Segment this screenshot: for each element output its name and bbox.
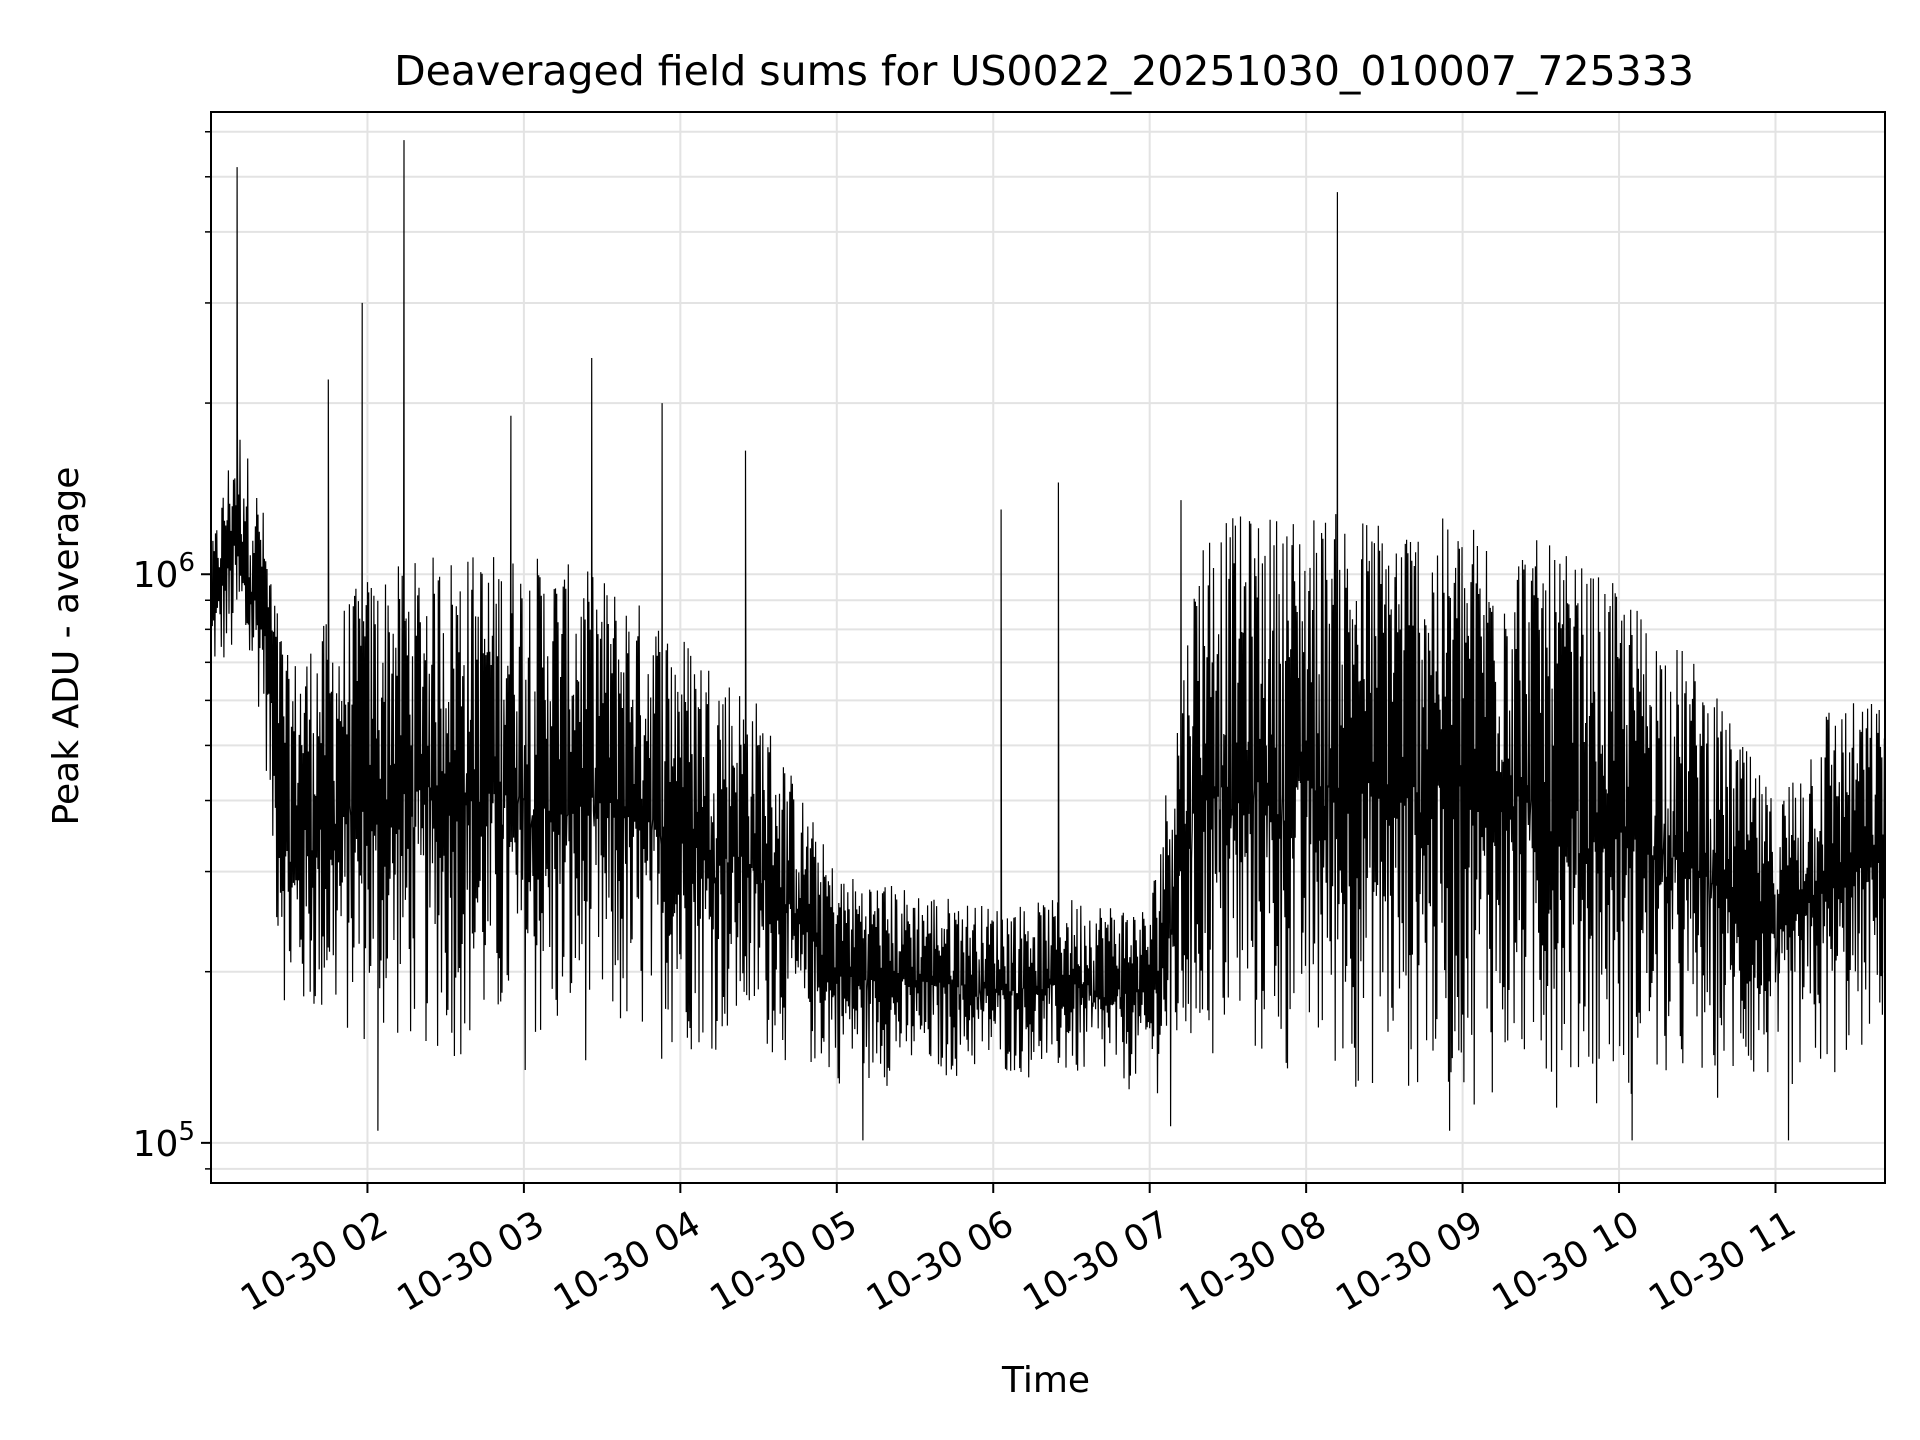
y-tick-label: 105 xyxy=(133,1117,195,1165)
plot-frame xyxy=(210,111,1886,1184)
chart-title: Deaveraged field sums for US0022_2025103… xyxy=(394,47,1694,95)
x-axis-label: Time xyxy=(1001,1360,1090,1401)
series-layer xyxy=(210,140,1886,1141)
series-line xyxy=(210,140,1886,1141)
y-axis-label: Peak ADU - average xyxy=(46,467,87,826)
y-tick-label: 106 xyxy=(133,548,195,596)
y-axis-ticks: 105 106 xyxy=(133,131,211,1170)
